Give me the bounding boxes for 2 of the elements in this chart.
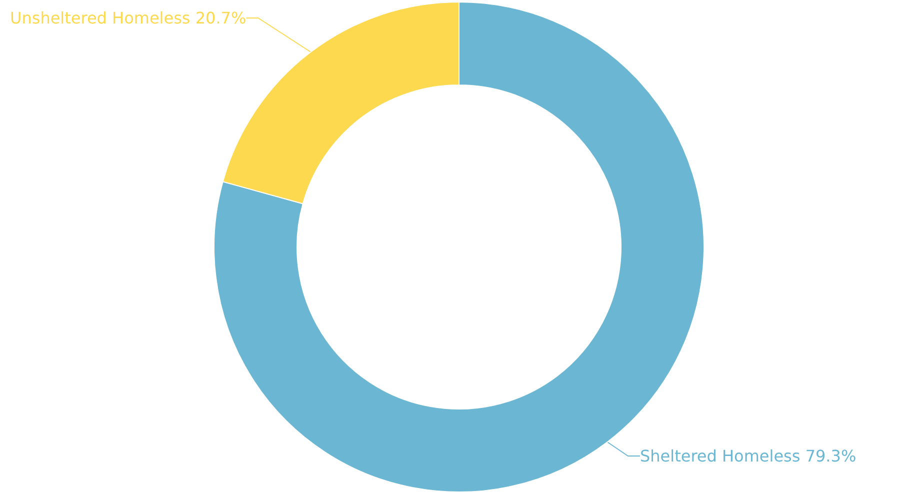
slice-label: Unsheltered Homeless 20.7% <box>10 8 246 28</box>
slice-label: Sheltered Homeless 79.3% <box>640 446 856 466</box>
